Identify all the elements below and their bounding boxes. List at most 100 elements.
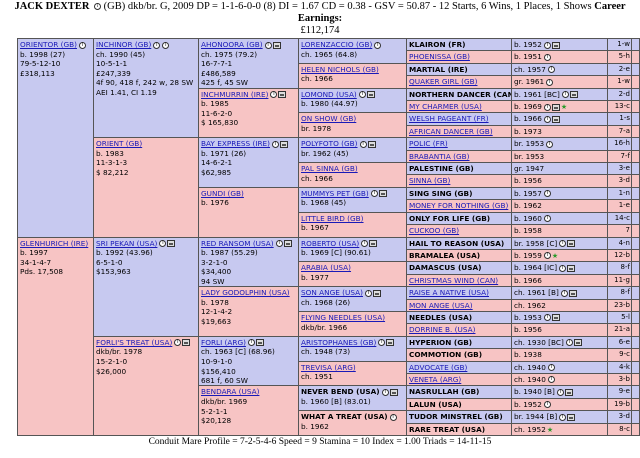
- horse-link[interactable]: BRABANTIA (GB): [409, 151, 470, 161]
- horse-link[interactable]: HAIL TO REASON (USA): [409, 238, 505, 248]
- info-icon[interactable]: i: [546, 78, 554, 86]
- horse-link[interactable]: GUNDI (GB): [201, 188, 244, 198]
- horse-link[interactable]: HELEN NICHOLS (GB): [301, 64, 379, 74]
- progeny-icon[interactable]: [182, 339, 191, 347]
- info-icon[interactable]: i: [559, 264, 567, 272]
- horse-link[interactable]: CHRISTMAS WIND (CAN): [409, 275, 499, 285]
- progeny-icon[interactable]: [283, 240, 292, 247]
- horse-link[interactable]: BENDARA (USA): [201, 387, 260, 397]
- horse-link[interactable]: TUDOR MINSTREL (GB): [409, 412, 503, 422]
- horse-link[interactable]: PHOENISSA (GB): [409, 52, 470, 62]
- info-icon[interactable]: i: [264, 41, 272, 49]
- horse-link[interactable]: QUAKER GIRL (GB): [409, 77, 478, 87]
- progeny-icon[interactable]: [567, 413, 576, 421]
- info-icon[interactable]: i: [560, 289, 568, 297]
- horse-link[interactable]: ON SHOW (GB): [301, 114, 357, 124]
- progeny-icon[interactable]: [167, 240, 176, 247]
- horse-link[interactable]: LADY GODOLPHIN (USA): [201, 288, 290, 298]
- info-icon[interactable]: i: [543, 41, 551, 49]
- info-icon[interactable]: i: [543, 115, 551, 123]
- horse-link[interactable]: ORIENT (GB): [96, 139, 143, 149]
- horse-link[interactable]: ORIENTOR (GB): [20, 40, 77, 49]
- horse-link[interactable]: SON ANGE (USA): [301, 288, 363, 298]
- progeny-icon[interactable]: [569, 91, 578, 99]
- horse-link[interactable]: CUCKOO (GB): [409, 226, 460, 236]
- horse-link[interactable]: MY CHARMER (USA): [409, 102, 482, 112]
- horse-link[interactable]: INCHINOR (GB): [96, 40, 152, 49]
- horse-link[interactable]: GLENHURICH (IRE): [20, 238, 89, 248]
- progeny-icon[interactable]: [389, 388, 398, 396]
- info-icon[interactable]: i: [547, 376, 555, 384]
- horse-link[interactable]: AFRICAN DANCER (GB): [409, 126, 493, 136]
- info-icon[interactable]: i: [556, 388, 564, 396]
- horse-link[interactable]: NASRULLAH (GB): [409, 387, 480, 397]
- progeny-icon[interactable]: [255, 339, 264, 347]
- info-icon[interactable]: i: [546, 140, 554, 148]
- progeny-icon[interactable]: [573, 339, 582, 347]
- horse-link[interactable]: FORLI (ARG): [201, 337, 246, 347]
- horse-link[interactable]: MUMMYS PET (GB): [301, 188, 369, 198]
- progeny-icon[interactable]: [386, 339, 395, 347]
- info-icon[interactable]: i: [358, 91, 366, 99]
- horse-link[interactable]: HYPERION (GB): [409, 337, 473, 347]
- horse-link[interactable]: POLIC (FR): [409, 139, 448, 149]
- info-icon[interactable]: i: [159, 240, 167, 247]
- info-icon[interactable]: i: [543, 401, 551, 409]
- horse-link[interactable]: RARE TREAT (USA): [409, 424, 486, 434]
- horse-link[interactable]: WHAT A TREAT (USA): [301, 412, 388, 422]
- horse-link[interactable]: TREVISA (ARG): [301, 362, 356, 372]
- horse-link[interactable]: SRI PEKAN (USA): [96, 238, 158, 248]
- progeny-icon[interactable]: [367, 140, 376, 148]
- horse-link[interactable]: FLYING NEEDLES (USA): [301, 312, 386, 322]
- horse-link[interactable]: LALUN (USA): [409, 399, 462, 409]
- horse-link[interactable]: ADVOCATE (GB): [409, 362, 468, 372]
- horse-link[interactable]: ARABIA (USA): [301, 263, 352, 273]
- progeny-icon[interactable]: [567, 264, 576, 272]
- info-icon[interactable]: i: [359, 140, 367, 148]
- horse-link[interactable]: AHONOORA (GB): [201, 40, 263, 49]
- info-icon[interactable]: i: [270, 91, 278, 99]
- info-icon[interactable]: i: [389, 413, 397, 421]
- info-icon[interactable]: i: [543, 53, 551, 61]
- progeny-icon[interactable]: [280, 140, 289, 148]
- horse-link[interactable]: MARTIAL (IRE): [409, 64, 468, 74]
- progeny-icon[interactable]: [366, 91, 375, 99]
- progeny-icon[interactable]: [278, 91, 287, 99]
- info-icon[interactable]: i: [547, 364, 555, 372]
- progeny-icon[interactable]: [568, 289, 577, 297]
- info-icon[interactable]: i: [547, 66, 555, 74]
- horse-link[interactable]: SINNA (GB): [409, 176, 451, 186]
- progeny-icon[interactable]: [551, 103, 560, 111]
- info-icon[interactable]: i: [162, 41, 170, 49]
- info-icon[interactable]: i: [374, 41, 382, 49]
- info-icon[interactable]: i: [78, 41, 86, 49]
- horse-link[interactable]: COMMOTION (GB): [409, 350, 483, 360]
- info-icon[interactable]: i: [381, 388, 389, 396]
- progeny-icon[interactable]: [551, 115, 560, 123]
- info-icon[interactable]: i: [94, 3, 102, 11]
- horse-link[interactable]: NEEDLES (USA): [409, 312, 473, 322]
- info-icon[interactable]: i: [543, 103, 551, 111]
- info-icon[interactable]: i: [174, 339, 182, 347]
- info-icon[interactable]: i: [543, 190, 551, 198]
- horse-link[interactable]: WELSH PAGEANT (FR): [409, 114, 489, 124]
- info-icon[interactable]: i: [247, 339, 255, 347]
- info-icon[interactable]: i: [559, 413, 567, 421]
- horse-link[interactable]: FORLI'S TREAT (USA): [96, 337, 173, 347]
- info-icon[interactable]: i: [153, 41, 161, 49]
- info-icon[interactable]: i: [378, 339, 386, 347]
- info-icon[interactable]: i: [370, 190, 378, 198]
- progeny-icon[interactable]: [551, 41, 560, 49]
- info-icon[interactable]: i: [364, 289, 372, 297]
- horse-link[interactable]: KLAIRON (FR): [409, 40, 466, 49]
- horse-link[interactable]: LITTLE BIRD (GB): [301, 213, 364, 223]
- progeny-icon[interactable]: [564, 388, 573, 396]
- info-icon[interactable]: i: [543, 314, 551, 322]
- info-icon[interactable]: i: [543, 252, 551, 260]
- horse-link[interactable]: ARISTOPHANES (GB): [301, 337, 377, 347]
- info-icon[interactable]: i: [361, 240, 369, 247]
- horse-link[interactable]: BRAMALEA (USA): [409, 250, 481, 260]
- info-icon[interactable]: i: [565, 339, 573, 347]
- progeny-icon[interactable]: [272, 41, 281, 49]
- horse-link[interactable]: INCHMURRIN (IRE): [201, 89, 269, 99]
